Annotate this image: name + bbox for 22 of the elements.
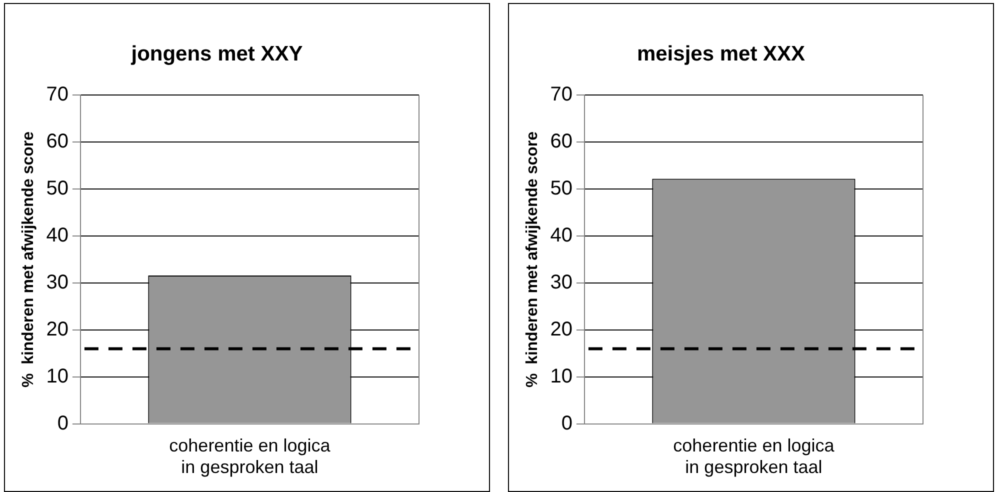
chart-title: meisjes met XXX <box>636 42 806 66</box>
y-tick-label: 40 <box>46 224 68 247</box>
y-tick-label: 20 <box>46 318 68 340</box>
y-axis-title: % kinderen met afwijkende score <box>20 131 38 388</box>
y-tick-label: 0 <box>57 412 68 434</box>
y-tick-label: 30 <box>46 271 68 294</box>
y-tick-label: 0 <box>561 412 572 434</box>
chart-title: jongens met XXY <box>130 42 303 66</box>
x-tick-label: coherentie en logica in gesproken taal <box>673 436 836 478</box>
y-tick-label: 10 <box>46 365 68 388</box>
y-tick-label: 50 <box>550 178 572 200</box>
y-axis-title: % kinderen met afwijkende score <box>524 131 542 388</box>
y-tick-label: 50 <box>46 178 68 200</box>
y-tick-label: 60 <box>550 130 572 153</box>
x-tick-label: coherentie en logica in gesproken taal <box>169 436 332 478</box>
y-tick-label: 70 <box>550 84 572 106</box>
y-tick-label: 30 <box>550 271 572 294</box>
y-tick-label: 40 <box>550 224 572 247</box>
y-tick-label: 10 <box>550 365 572 388</box>
y-tick-label: 20 <box>550 318 572 340</box>
y-tick-label: 60 <box>46 130 68 153</box>
y-tick-label: 70 <box>46 84 68 106</box>
